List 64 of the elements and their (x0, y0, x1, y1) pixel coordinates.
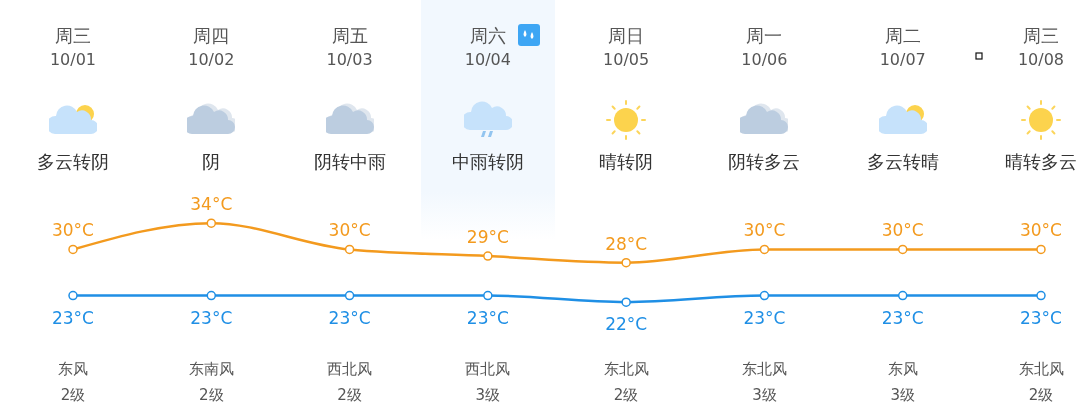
data-label: 23°C (881, 307, 924, 328)
data-label: 30°C (743, 220, 786, 241)
text: 2级 (336, 385, 363, 406)
x-tick-label: 周四 10/02 (187, 24, 236, 71)
text: 西北风 (326, 359, 374, 380)
text: 阴 (201, 151, 222, 173)
data-label: 28°C (605, 233, 648, 254)
x-tick-label: 周五 10/03 (325, 24, 374, 71)
data-label: 34°C (190, 194, 233, 215)
point (621, 297, 631, 307)
text: 3级 (751, 385, 778, 406)
point (206, 218, 217, 228)
point (483, 251, 493, 261)
text: 2级 (59, 385, 87, 406)
data-label: 29°C (466, 227, 509, 248)
point (1036, 290, 1046, 301)
data-label: 30°C (881, 220, 924, 241)
point (483, 290, 493, 301)
text: 阴转多云 (727, 151, 802, 173)
point (68, 290, 78, 301)
x-tick-label: 周六 10/04 (463, 24, 512, 71)
data-label: 30°C (51, 220, 95, 241)
text: 2级 (1027, 385, 1055, 406)
data-label: 22°C (605, 314, 648, 335)
point (344, 290, 355, 301)
point (68, 244, 78, 255)
text: 东风 (886, 359, 919, 380)
point (206, 290, 217, 301)
text: 多云转晴 (865, 151, 940, 173)
text: 东南风 (187, 359, 235, 380)
x-tick-label: 周三 10/08 (1016, 24, 1066, 71)
text: 中雨转阴 (450, 151, 525, 173)
text: 西北风 (464, 359, 512, 380)
data-label: 23°C (51, 307, 95, 328)
text: 晴转阴 (598, 151, 655, 173)
point (897, 244, 908, 255)
text: 多云转阴 (36, 151, 110, 173)
text: 3级 (889, 385, 916, 406)
text: 阴转中雨 (312, 151, 387, 173)
data-label: 23°C (190, 307, 233, 328)
text: 2级 (612, 385, 640, 406)
text: 东北风 (1017, 359, 1065, 380)
text: 东北风 (740, 359, 788, 380)
point (621, 257, 631, 268)
point (897, 290, 908, 301)
data-label: 23°C (328, 307, 371, 328)
point (759, 244, 770, 255)
text: 晴转多云 (1004, 151, 1078, 173)
data-label: 30°C (1019, 220, 1063, 241)
data-label: 23°C (466, 307, 509, 328)
text: 东北风 (602, 359, 650, 380)
text: 2级 (198, 385, 225, 406)
point (1036, 244, 1046, 255)
text: 东风 (57, 359, 89, 380)
x-tick-label: 周一 10/06 (740, 24, 789, 71)
data-label: 23°C (743, 307, 786, 328)
text: 3级 (474, 385, 502, 406)
data-label: 30°C (328, 220, 371, 241)
point (759, 290, 770, 301)
point (344, 244, 355, 255)
x-tick-label: 周二 10/07 (878, 24, 927, 71)
x-tick-label: 周日 10/05 (602, 24, 651, 71)
x-tick-label: 周三 10/01 (48, 24, 98, 71)
data-label: 23°C (1019, 307, 1063, 328)
